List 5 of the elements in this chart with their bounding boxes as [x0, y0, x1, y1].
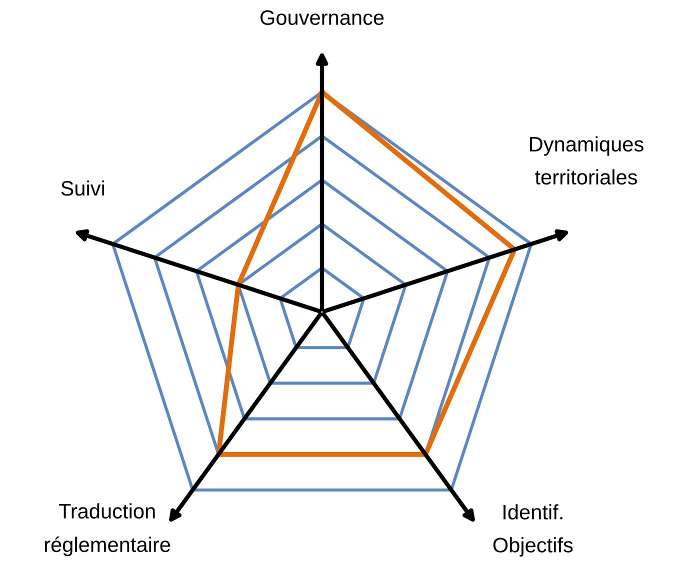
spoke-label: Dynamiques territoriales — [530, 136, 644, 185]
spoke-label: Gouvernance — [260, 10, 384, 25]
spoke-label: Suivi — [61, 180, 104, 196]
spoke-label: Identif. Objectifs — [493, 504, 573, 557]
spoke-label: Traduction réglementaire — [44, 503, 170, 556]
